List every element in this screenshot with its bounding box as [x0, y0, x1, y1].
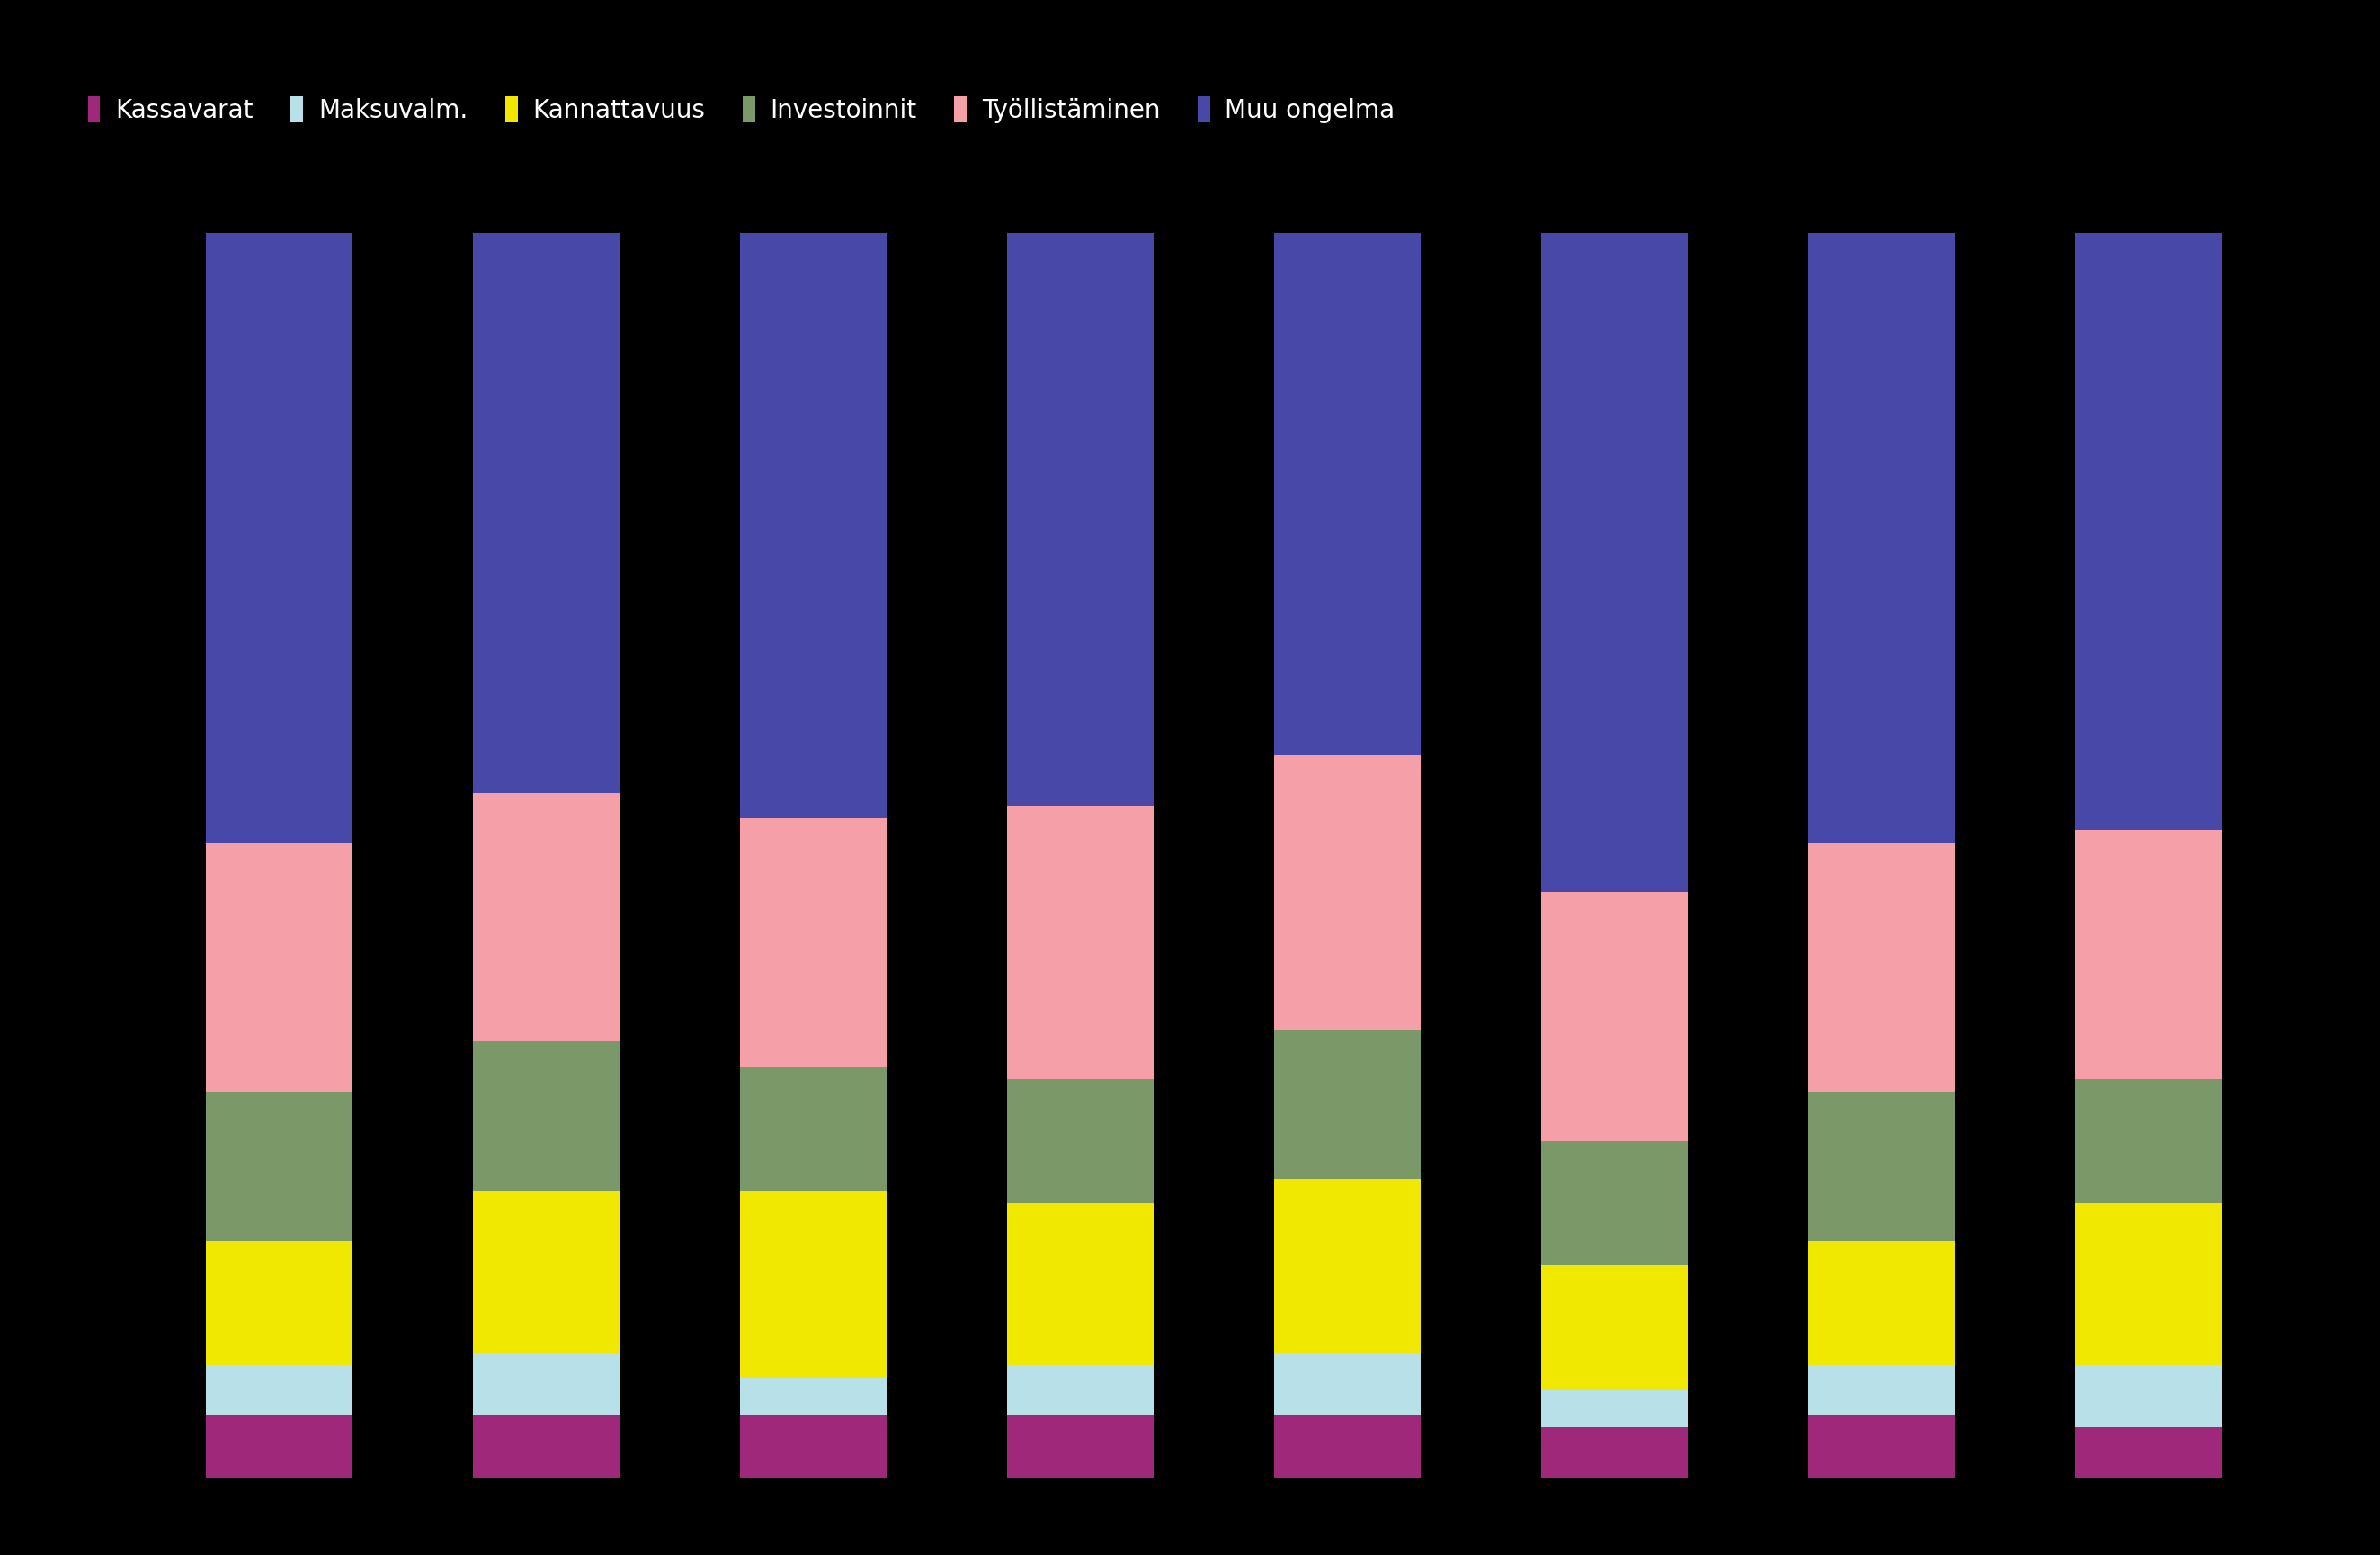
Bar: [2075, 1079, 2223, 1204]
Bar: [740, 1378, 888, 1415]
Bar: [1273, 1353, 1421, 1415]
Bar: [1809, 1241, 1954, 1365]
Bar: [1007, 805, 1154, 1079]
Bar: [2075, 1204, 2223, 1365]
Bar: [205, 233, 352, 843]
Bar: [2075, 1365, 2223, 1427]
Bar: [2075, 233, 2223, 830]
Bar: [1273, 756, 1421, 1029]
Bar: [205, 843, 352, 1092]
Legend: Kassavarat, Maksuvalm., Kannattavuus, Investoinnit, Työllistäminen, Muu ongelma: Kassavarat, Maksuvalm., Kannattavuus, In…: [88, 96, 1395, 123]
Bar: [1007, 233, 1154, 805]
Bar: [1809, 233, 1954, 843]
Bar: [474, 233, 619, 793]
Bar: [740, 1067, 888, 1191]
Bar: [1273, 1029, 1421, 1179]
Bar: [1273, 1415, 1421, 1477]
Bar: [2075, 1427, 2223, 1477]
Bar: [205, 1415, 352, 1477]
Bar: [1809, 1092, 1954, 1241]
Bar: [1007, 1415, 1154, 1477]
Bar: [1540, 1390, 1687, 1427]
Bar: [1540, 1266, 1687, 1390]
Bar: [205, 1365, 352, 1415]
Bar: [205, 1092, 352, 1241]
Bar: [740, 818, 888, 1067]
Bar: [1273, 233, 1421, 756]
Bar: [740, 233, 888, 818]
Bar: [1007, 1365, 1154, 1415]
Bar: [1007, 1079, 1154, 1204]
Bar: [1540, 1141, 1687, 1266]
Bar: [1809, 1365, 1954, 1415]
Bar: [740, 1191, 888, 1378]
Bar: [474, 1042, 619, 1191]
Bar: [1540, 893, 1687, 1141]
Bar: [474, 1191, 619, 1353]
Bar: [740, 1415, 888, 1477]
Bar: [1540, 233, 1687, 893]
Bar: [474, 1353, 619, 1415]
Bar: [1809, 843, 1954, 1092]
Bar: [474, 1415, 619, 1477]
Bar: [1007, 1204, 1154, 1365]
Bar: [2075, 830, 2223, 1079]
Bar: [1273, 1179, 1421, 1353]
Bar: [205, 1241, 352, 1365]
Bar: [474, 793, 619, 1042]
Bar: [1809, 1415, 1954, 1477]
Bar: [1540, 1427, 1687, 1477]
